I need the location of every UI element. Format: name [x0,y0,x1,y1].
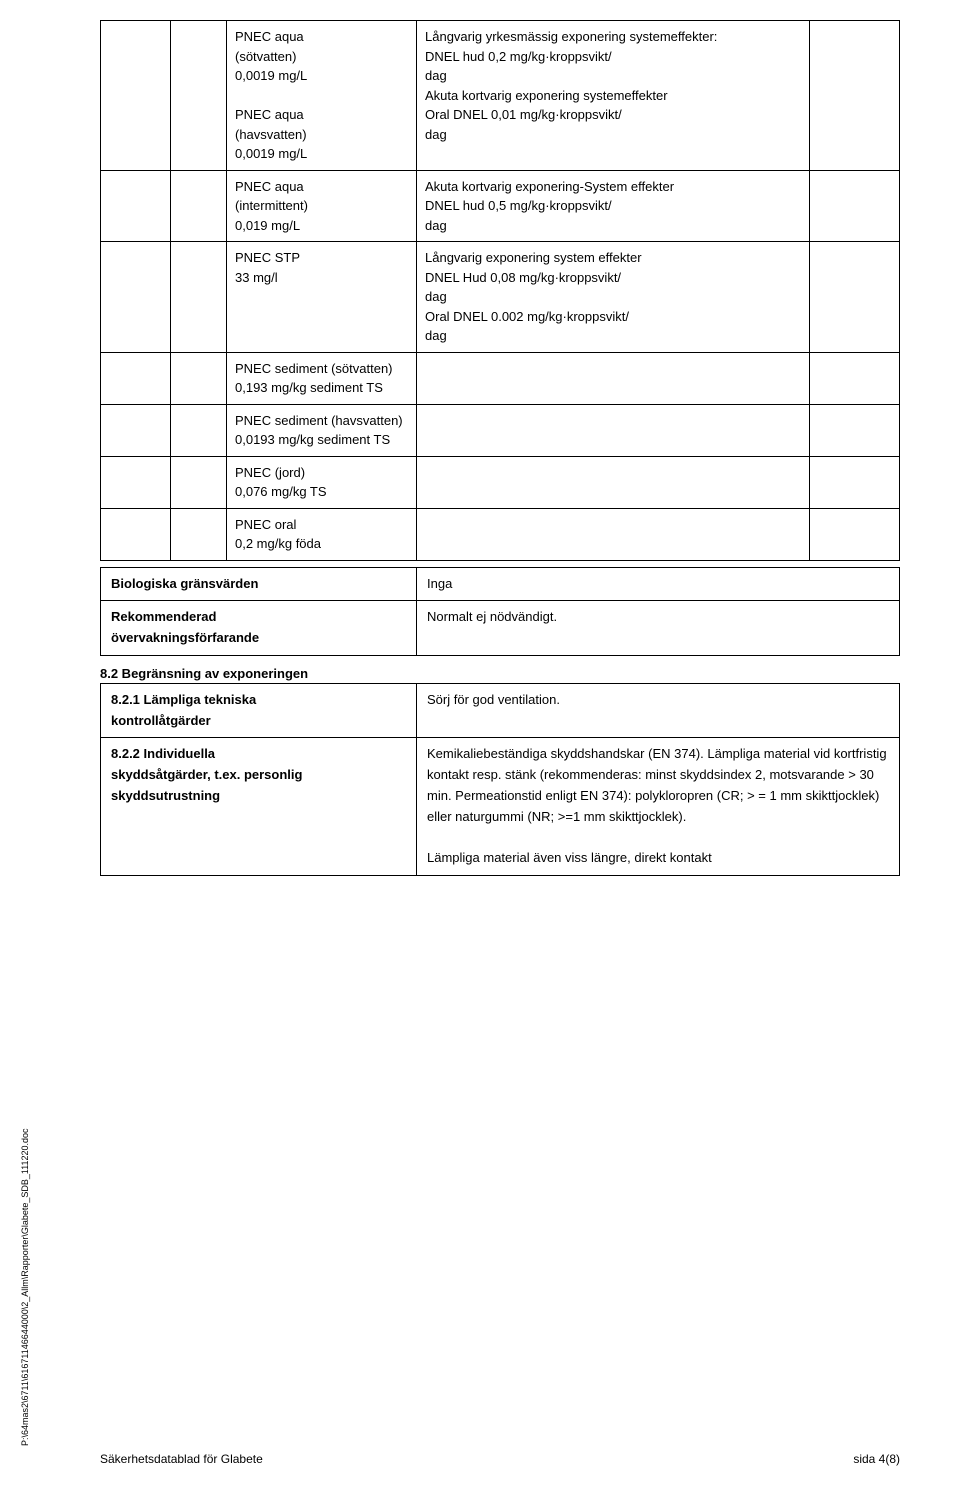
table-cell [171,242,227,353]
table-cell: Akuta kortvarig exponering-System effekt… [417,170,810,242]
table-cell [810,242,900,353]
table-cell [810,404,900,456]
page-footer: Säkerhetsdatablad för Glabete sida 4(8) [100,1452,900,1466]
table-cell [101,170,171,242]
table-cell [810,456,900,508]
table-cell [417,352,810,404]
section-8-2-heading: 8.2 Begränsning av exponeringen [100,666,900,681]
ppe-label: 8.2.2 Individuella skyddsåtgärder, t.ex.… [101,738,417,876]
monitoring-value: Normalt ej nödvändigt. [417,601,900,656]
table-cell [417,404,810,456]
pnec-table: PNEC aqua(sötvatten)0,0019 mg/LPNEC aqua… [100,20,900,561]
table-cell [417,456,810,508]
table-cell [101,508,171,560]
table-cell: PNEC (jord)0,076 mg/kg TS [227,456,417,508]
table-cell: PNEC sediment (sötvatten)0,193 mg/kg sed… [227,352,417,404]
monitoring-label: Rekommenderad övervakningsförfarande [101,601,417,656]
table-cell [101,456,171,508]
footer-title: Säkerhetsdatablad för Glabete [100,1452,263,1466]
technical-controls-value: Sörj för god ventilation. [417,683,900,738]
table-cell [101,21,171,171]
table-cell [171,21,227,171]
table-cell: PNEC aqua(intermittent)0,019 mg/L [227,170,417,242]
table-cell [101,352,171,404]
table-cell: Långvarig yrkesmässig exponering systeme… [417,21,810,171]
table-cell [171,456,227,508]
table-cell [101,404,171,456]
table-cell: PNEC aqua(sötvatten)0,0019 mg/LPNEC aqua… [227,21,417,171]
table-cell [810,352,900,404]
biological-limits-table: Biologiska gränsvärden Inga Rekommendera… [100,567,900,656]
table-cell: Långvarig exponering system effekterDNEL… [417,242,810,353]
table-cell [171,170,227,242]
bio-limits-value: Inga [417,567,900,601]
technical-controls-label: 8.2.1 Lämpliga tekniska kontrollåtgärder [101,683,417,738]
table-cell: PNEC sediment (havsvatten)0,0193 mg/kg s… [227,404,417,456]
table-cell [810,21,900,171]
table-cell [171,508,227,560]
table-cell [417,508,810,560]
table-cell: PNEC STP33 mg/l [227,242,417,353]
table-cell [171,352,227,404]
table-cell [171,404,227,456]
table-cell [810,170,900,242]
file-path-sidebar: P:\64mas2\6711\61671146644000\2_Allm\Rap… [20,1128,30,1446]
bio-limits-label: Biologiska gränsvärden [101,567,417,601]
table-cell [810,508,900,560]
ppe-value: Kemikaliebeständiga skyddshandskar (EN 3… [417,738,900,876]
table-cell [101,242,171,353]
footer-page-number: sida 4(8) [853,1452,900,1466]
exposure-controls-table: 8.2.1 Lämpliga tekniska kontrollåtgärder… [100,683,900,876]
table-cell: PNEC oral0,2 mg/kg föda [227,508,417,560]
